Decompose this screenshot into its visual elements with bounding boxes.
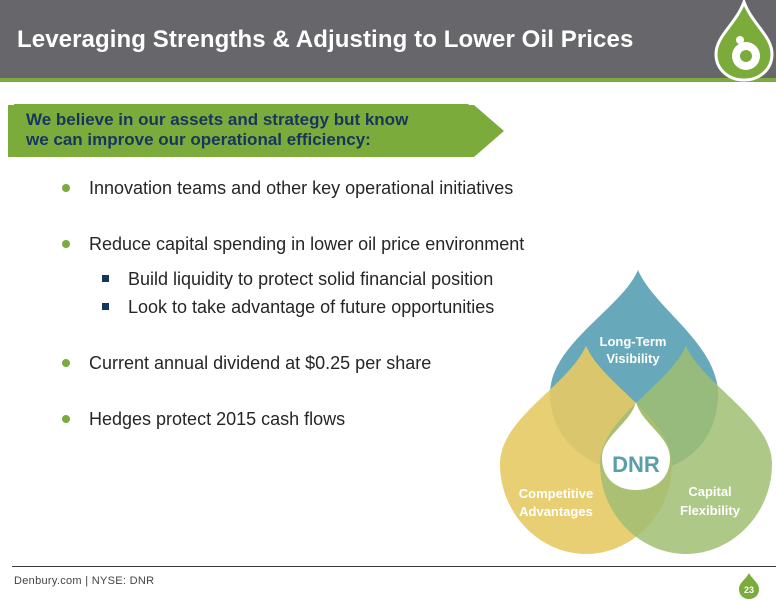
callout-arrow-banner xyxy=(8,104,504,157)
top-label-line-2: Visibility xyxy=(606,351,660,366)
page-number-badge: 23 xyxy=(739,573,759,599)
footer-divider xyxy=(12,566,776,567)
right-label-line-1: Capital xyxy=(688,484,731,499)
header-bar: Leveraging Strengths & Adjusting to Lowe… xyxy=(0,0,776,78)
callout-line-2: we can improve our operational efficienc… xyxy=(26,130,371,149)
bullet-dot-icon xyxy=(62,184,70,192)
header-divider xyxy=(0,78,776,82)
page-number: 23 xyxy=(744,585,754,595)
callout-text: We believe in our assets and strategy bu… xyxy=(26,110,496,150)
callout-line-1: We believe in our assets and strategy bu… xyxy=(26,110,409,129)
footer-label: Denbury.com | NYSE: DNR xyxy=(14,575,155,587)
bullet-square-icon xyxy=(102,275,109,282)
center-label: DNR xyxy=(612,452,660,477)
drop-capital-flexibility xyxy=(600,346,772,554)
denbury-drop-logo-icon xyxy=(714,0,774,82)
left-label-line-2: Advantages xyxy=(519,504,593,519)
bullet-dot-icon xyxy=(62,240,70,248)
bullet-square-icon xyxy=(102,303,109,310)
strengths-venn-diagram: DNR Long-Term Visibility Competitive Adv… xyxy=(500,270,772,554)
page-title: Leveraging Strengths & Adjusting to Lowe… xyxy=(17,26,634,53)
bullet-dot-icon xyxy=(62,359,70,367)
right-label-line-2: Flexibility xyxy=(680,503,741,518)
center-white-drop xyxy=(602,402,670,490)
bullet-dot-icon xyxy=(62,415,70,423)
left-label-line-1: Competitive xyxy=(519,486,593,501)
top-label-line-1: Long-Term xyxy=(600,334,667,349)
